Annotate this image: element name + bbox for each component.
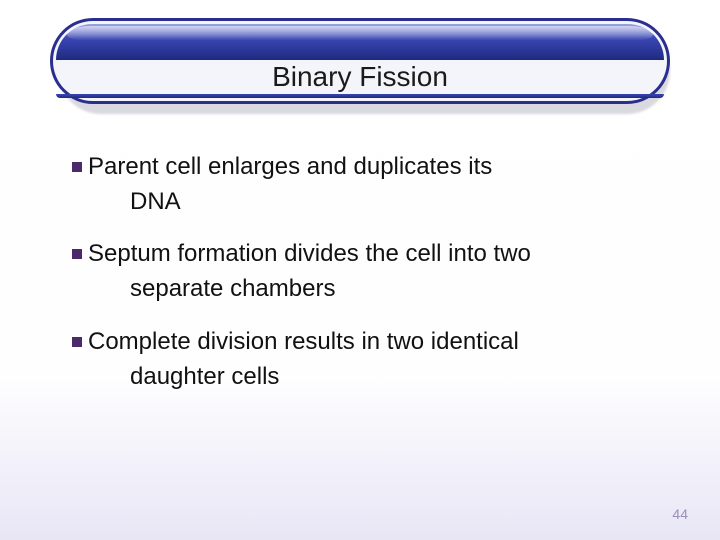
- page-number: 44: [672, 506, 688, 522]
- square-bullet-icon: [72, 249, 82, 259]
- slide-title: Binary Fission: [53, 61, 667, 93]
- bullet-continuation: daughter cells: [72, 362, 662, 393]
- bullet-first-line: Parent cell enlarges and duplicates its: [88, 152, 662, 183]
- title-pill-body: Binary Fission: [50, 18, 670, 104]
- title-pill-bottom-line: [56, 94, 664, 98]
- list-item: Septum formation divides the cell into t…: [72, 239, 662, 304]
- bullet-continuation: separate chambers: [72, 274, 662, 305]
- square-bullet-icon: [72, 337, 82, 347]
- bullet-list: Parent cell enlarges and duplicates its …: [72, 152, 662, 414]
- list-item: Parent cell enlarges and duplicates its …: [72, 152, 662, 217]
- bullet-first-line: Septum formation divides the cell into t…: [88, 239, 662, 270]
- list-item: Complete division results in two identic…: [72, 327, 662, 392]
- square-bullet-icon: [72, 162, 82, 172]
- bullet-continuation: DNA: [72, 187, 662, 218]
- title-pill: Binary Fission: [50, 18, 670, 112]
- bullet-first-line: Complete division results in two identic…: [88, 327, 662, 358]
- title-pill-gloss: [67, 26, 653, 40]
